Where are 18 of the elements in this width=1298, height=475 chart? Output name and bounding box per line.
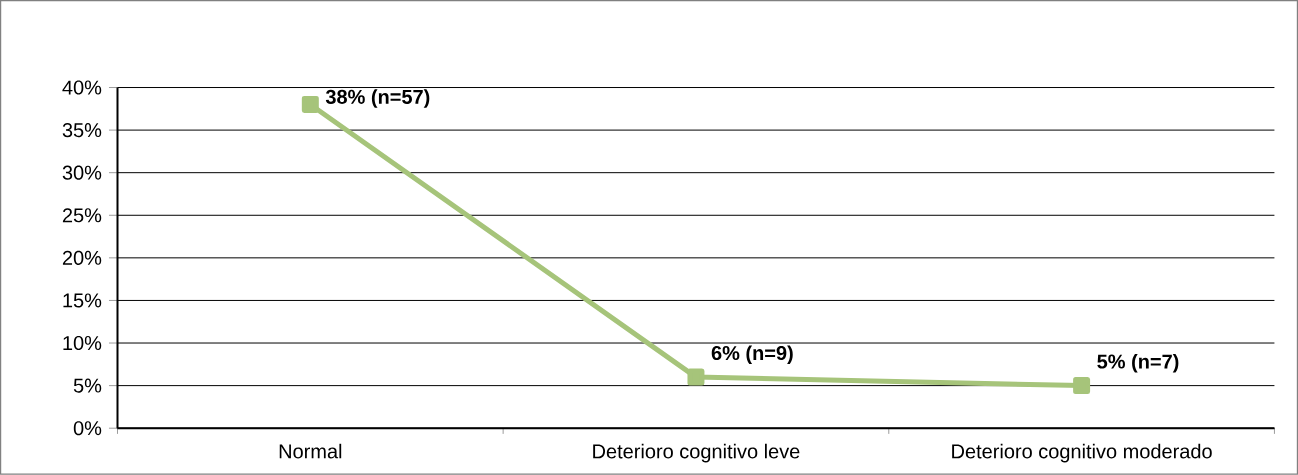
point <box>1073 377 1091 395</box>
y-tick-label: 35% <box>62 123 102 138</box>
y-tick-label: 20% <box>62 250 102 266</box>
x-tick-label: Deterioro cognitivo leve <box>593 443 800 463</box>
y-tick-label: 5% <box>73 378 102 393</box>
y-tick-label: 40% <box>62 80 102 95</box>
y-tick-label: 30% <box>62 165 102 180</box>
y-tick-label: 0% <box>73 421 102 436</box>
point <box>687 368 705 386</box>
y-tick-label: 15% <box>63 293 102 308</box>
data-label: 6% (n=9) <box>711 345 793 365</box>
point <box>301 96 319 114</box>
data-label: 5% (n=7) <box>1097 354 1179 373</box>
y-tick-label: 25% <box>62 208 102 223</box>
data-label: 38% (n=57) <box>325 89 430 108</box>
x-tick-label: Normal <box>279 443 342 459</box>
y-tick-label: 10% <box>63 336 102 351</box>
x-tick-label: Deterioro cognitivo moderado <box>952 443 1212 463</box>
